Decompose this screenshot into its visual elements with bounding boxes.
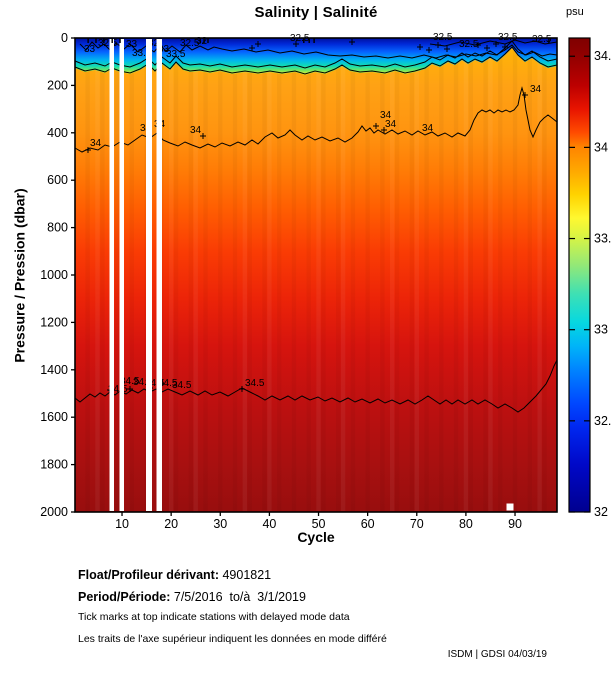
- y-tick-label: 200: [47, 78, 68, 92]
- contour-label: 32.5: [180, 38, 200, 49]
- contour-label: 32: [196, 36, 208, 47]
- x-tick-label: 20: [164, 517, 178, 531]
- y-tick-label: 1800: [40, 458, 68, 472]
- period-value: 7/5/2016 to/à 3/1/2019: [170, 590, 306, 604]
- contour-33-5: [74, 46, 558, 75]
- contour-33: [74, 40, 558, 69]
- missing-data-bar: [156, 39, 162, 511]
- contour-34: [74, 86, 558, 153]
- colorbar-tick-label: 33: [594, 323, 608, 337]
- y-tick-label: 400: [47, 126, 68, 140]
- colorbar-tick-label: 33.5: [594, 232, 611, 246]
- colorbar-ticks: 34.5 34 33.5 33 32.5 32: [569, 49, 611, 519]
- agency-credit: ISDM | GDSI 04/03/19: [447, 649, 547, 660]
- x-tick-label: 60: [361, 517, 375, 531]
- contour-label: 34.5: [108, 384, 128, 395]
- contour-label: 34: [380, 110, 392, 121]
- heatmap-body: [75, 38, 557, 512]
- contour-label: 34.5: [145, 378, 165, 389]
- contour-label: 32.5: [98, 38, 118, 49]
- colorbar: [568, 37, 591, 513]
- delayed-mode-ticks: [87, 38, 550, 43]
- contour-label: 33.5: [166, 49, 186, 60]
- x-tick-label: 80: [459, 517, 473, 531]
- y-tick-label: 1000: [40, 268, 68, 282]
- contour-label: 34: [422, 123, 434, 134]
- missing-data-bar: [119, 39, 124, 511]
- contour-label: 33.5: [132, 48, 152, 59]
- y-tick-label: 2000: [40, 505, 68, 519]
- contour-label: 34: [385, 119, 397, 130]
- missing-data-bars: [109, 39, 162, 511]
- contour-label: 32.5: [459, 39, 479, 50]
- contour-label: 34.5: [172, 380, 192, 391]
- note-french: Les traits de l'axe supérieur indiquent …: [78, 633, 387, 645]
- y-axis-ticks: 0 200 400 600 800 1000 1200 1400 1600 1800 2000: [40, 31, 75, 519]
- colorbar-tick-label: 32.5: [594, 414, 611, 428]
- y-tick-label: 0: [61, 31, 68, 45]
- colorbar-tick-label: 34.5: [594, 49, 611, 63]
- missing-data-bar: [109, 39, 114, 511]
- y-tick-label: 1200: [40, 315, 68, 329]
- x-axis-ticks: 10 20 30 40 50 60 70 80 90: [115, 512, 522, 531]
- contour-label: 34: [140, 123, 152, 134]
- y-tick-label: 1600: [40, 410, 68, 424]
- missing-data-bar: [146, 39, 152, 511]
- contour-label: 33: [126, 39, 138, 50]
- period-line: Period/Période: 7/5/2016 to/à 3/1/2019: [78, 590, 306, 604]
- float-id-line: Float/Profileur dérivant: 4901821: [78, 568, 271, 582]
- colorbar-tick-label: 34: [594, 140, 608, 154]
- heatmap-texture: [95, 39, 542, 511]
- y-tick-label: 1400: [40, 363, 68, 377]
- x-axis-label: Cycle: [297, 529, 335, 545]
- contour-label: 34: [90, 138, 102, 149]
- station-plus-markers: [85, 39, 528, 393]
- surface-low-salinity-band: [75, 38, 557, 75]
- x-tick-label: 90: [508, 517, 522, 531]
- contour-label: 34.5: [158, 378, 178, 389]
- missing-data-cell: [506, 503, 514, 511]
- contour-label: 34.5: [120, 376, 140, 387]
- colorbar-tick-label: 32: [594, 505, 608, 519]
- x-tick-label: 30: [213, 517, 227, 531]
- y-axis-label: Pressure / Pression (dbar): [11, 188, 28, 363]
- y-tick-label: 600: [47, 173, 68, 187]
- x-tick-label: 10: [115, 517, 129, 531]
- contour-label: 32.5: [532, 34, 552, 45]
- contour-32-5-a: [79, 41, 558, 59]
- x-tick-label: 40: [262, 517, 276, 531]
- float-id-label: Float/Profileur dérivant:: [78, 568, 219, 582]
- x-tick-label: 70: [410, 517, 424, 531]
- note-english: Tick marks at top indicate stations with…: [78, 611, 350, 623]
- contour-label: 34: [190, 125, 202, 136]
- contour-label: 32: [148, 38, 160, 49]
- colorbar-unit-label: psu: [566, 6, 584, 18]
- contour-label: 33: [158, 44, 170, 55]
- chart-title: Salinity | Salinité: [254, 4, 378, 21]
- contour-34-5: [74, 359, 558, 413]
- contour-label: 33: [84, 44, 96, 55]
- contour-label: 34.5: [133, 377, 153, 388]
- contour-label: 34: [530, 84, 542, 95]
- x-tick-label: 50: [312, 517, 326, 531]
- period-label: Period/Période:: [78, 590, 171, 604]
- y-tick-label: 800: [47, 221, 68, 235]
- float-id-value: 4901821: [219, 568, 272, 582]
- contour-label: 34.5: [245, 378, 265, 389]
